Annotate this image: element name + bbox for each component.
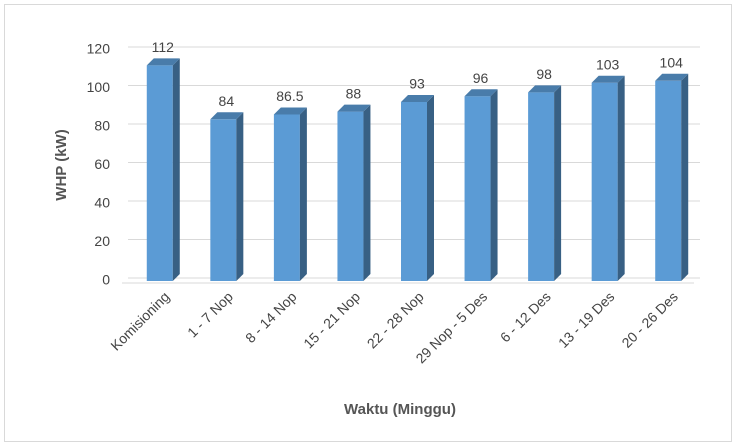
bar-side	[172, 58, 180, 282]
bar	[337, 104, 371, 281]
value-label: 98	[536, 66, 552, 82]
value-label: 103	[596, 56, 620, 72]
bar-top	[655, 73, 689, 81]
bar-top	[146, 58, 180, 66]
value-label: 86.5	[276, 88, 303, 104]
y-tick-label: 120	[87, 41, 111, 57]
value-label: 104	[660, 55, 684, 71]
value-label: 88	[346, 85, 362, 101]
bar	[528, 85, 562, 281]
x-axis-title: Waktu (Minggu)	[344, 401, 456, 418]
bar	[146, 58, 180, 282]
bar-front	[655, 80, 682, 281]
bar-side	[236, 112, 244, 281]
bar	[591, 75, 625, 281]
bar-front	[273, 114, 300, 281]
bar-front	[210, 119, 237, 281]
y-tick-label: 100	[87, 79, 111, 95]
bar-side	[490, 89, 498, 281]
y-tick-label: 60	[94, 156, 110, 172]
value-label: 96	[473, 70, 489, 86]
y-tick-label: 0	[102, 272, 110, 288]
bar-front	[591, 82, 618, 281]
bar-top	[273, 107, 307, 115]
y-tick-label: 40	[94, 195, 110, 211]
value-label: 112	[152, 39, 175, 55]
bar-front	[401, 101, 427, 281]
y-tick-label: 80	[94, 118, 110, 134]
bar-side	[554, 85, 562, 281]
bar-side	[363, 104, 371, 281]
bar	[655, 73, 689, 281]
bar-side	[299, 107, 307, 281]
value-label: 84	[219, 93, 235, 109]
bar-top	[210, 112, 244, 120]
bar-side	[427, 94, 434, 281]
bar-top	[528, 85, 562, 93]
bar-front	[146, 65, 173, 282]
bar	[464, 89, 498, 281]
bar	[401, 94, 434, 281]
bar	[210, 112, 244, 281]
y-tick-label: 20	[94, 233, 110, 249]
bar-top	[591, 75, 625, 83]
bar-front	[528, 92, 555, 281]
bar-top	[464, 89, 498, 97]
bar-side	[617, 75, 625, 281]
bar-top	[337, 104, 371, 112]
bar	[273, 107, 307, 281]
bar-front	[464, 96, 491, 281]
y-axis-title: WHP (kW)	[53, 129, 70, 200]
bar-top	[401, 94, 434, 102]
bar-front	[337, 111, 364, 281]
bar-side	[681, 73, 689, 281]
value-label: 93	[409, 76, 425, 92]
